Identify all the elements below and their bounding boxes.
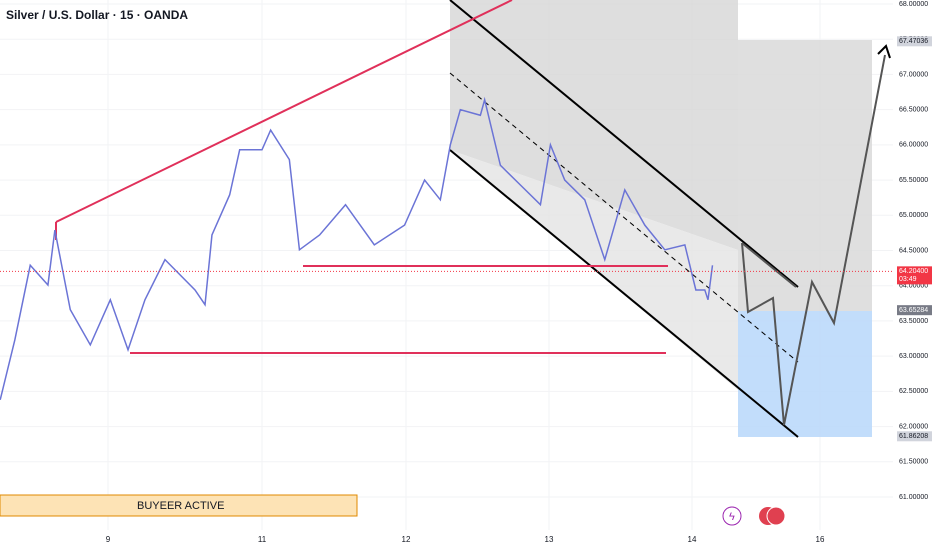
projection-path: [741, 54, 886, 426]
y-tick-label: 62.00000: [899, 423, 928, 430]
x-tick-label: 9: [106, 535, 111, 544]
y-tick-label: 66.50000: [899, 106, 928, 113]
x-tick-label: 16: [816, 535, 825, 544]
y-tick-label: 64.00000: [899, 283, 928, 290]
y-tick-label: 67.00000: [899, 71, 928, 78]
arrow-head: [877, 44, 891, 59]
countdown: 03:49: [899, 276, 917, 283]
price-axis: [893, 0, 932, 530]
price-marker: [897, 266, 932, 285]
time-axis: [0, 530, 932, 550]
price-line: [0, 96, 714, 400]
price-marker: [897, 431, 932, 442]
chart-title: Silver / U.S. Dollar · 15 · OANDA: [6, 8, 188, 22]
channel-mid: [449, 72, 799, 363]
channel-top: [449, 0, 799, 288]
y-tick-label: 66.00000: [899, 142, 928, 149]
trend-line: [55, 0, 513, 223]
target-box: [738, 40, 872, 311]
price-marker: [897, 36, 932, 47]
price-marker: [897, 305, 932, 316]
x-tick-label: 13: [545, 535, 554, 544]
annotation-box: [0, 494, 358, 517]
event-icon[interactable]: [722, 506, 742, 526]
projection-path: [741, 242, 797, 288]
y-tick-label: 65.00000: [899, 212, 928, 219]
y-tick-label: 65.50000: [899, 177, 928, 184]
y-tick-label: 63.50000: [899, 318, 928, 325]
y-tick-label: 68.00000: [899, 1, 928, 8]
channel-bottom: [449, 149, 799, 438]
price-marker-label: 64.20400: [899, 268, 928, 275]
y-tick-label: 63.00000: [899, 353, 928, 360]
x-tick-label: 14: [688, 535, 697, 544]
y-tick-label: 62.50000: [899, 388, 928, 395]
annotation-text: BUYEER ACTIVE: [137, 500, 224, 512]
x-tick-label: 11: [258, 535, 267, 544]
event-icon[interactable]: [766, 506, 786, 526]
price-marker-label: 61.86208: [899, 433, 928, 440]
price-marker-label: 63.65284: [899, 307, 928, 314]
event-icon-glyph: ϟ: [729, 511, 735, 523]
stop-box: [738, 311, 872, 437]
y-tick-label: 61.50000: [899, 459, 928, 466]
price-marker-label: 67.47036: [899, 38, 928, 45]
y-tick-label: 61.00000: [899, 494, 928, 501]
channel-fill: [450, 0, 738, 250]
y-tick-label: 64.50000: [899, 247, 928, 254]
x-tick-label: 12: [402, 535, 411, 544]
